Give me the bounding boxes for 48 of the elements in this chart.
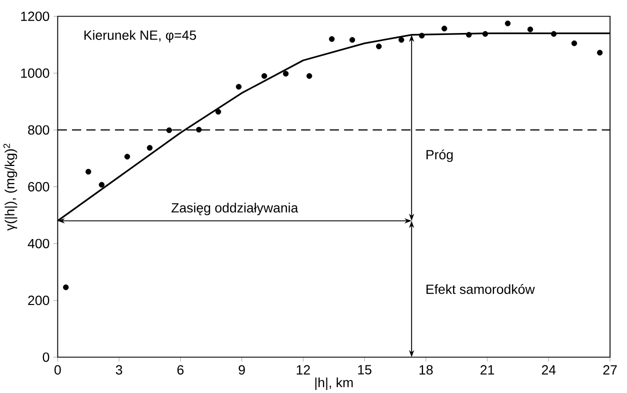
point (441, 25, 448, 32)
x-tick-label: 18 (420, 364, 433, 374)
x-tick-label: 9 (238, 364, 245, 374)
point (282, 70, 289, 76)
point (550, 30, 557, 37)
x-tick-label: 15 (358, 364, 372, 374)
y-tick-label: 200 (28, 295, 50, 305)
y-tick-label: 0 (42, 352, 50, 362)
point (328, 36, 335, 42)
x-tick-label: 3 (116, 364, 122, 374)
text: Kierunek NE, φ=45 (84, 30, 196, 42)
point (398, 36, 404, 43)
point (596, 50, 603, 56)
y-axis-title: γ(|h|), (mg/kg)$^{2}$ (3, 144, 18, 230)
y-tick-label: 1000 (21, 68, 50, 78)
point (86, 168, 92, 174)
point (418, 32, 425, 38)
point (196, 126, 202, 132)
point (466, 32, 472, 38)
annotation: Próg (426, 149, 453, 162)
x-tick-label: 21 (480, 364, 494, 374)
point (306, 72, 312, 79)
y-tick-label: 1200 (21, 11, 50, 21)
point (482, 30, 488, 37)
x-tick-label: 12 (296, 364, 310, 374)
point (146, 144, 153, 151)
y-tick-label: 600 (28, 182, 50, 192)
point (527, 26, 534, 32)
x-axis-title: |h|, km (315, 377, 353, 390)
point (261, 72, 268, 79)
point (504, 20, 511, 26)
point (98, 182, 105, 188)
point (376, 43, 382, 50)
point (166, 127, 172, 133)
y-tick-label: 800 (28, 125, 50, 134)
point (349, 36, 356, 43)
point (62, 284, 69, 290)
point (124, 154, 130, 160)
x-tick-label: 0 (54, 364, 61, 374)
point (236, 84, 242, 90)
x-tick-label: 24 (542, 364, 556, 374)
x-tick-label: 6 (177, 364, 184, 374)
point (215, 108, 222, 114)
y-tick-label: 400 (28, 238, 50, 248)
point (571, 40, 578, 46)
x-tick-label: 27 (603, 364, 617, 374)
annotation: Efekt samorodków (426, 284, 535, 294)
annotation: Zasięg oddziaływania (171, 202, 298, 215)
